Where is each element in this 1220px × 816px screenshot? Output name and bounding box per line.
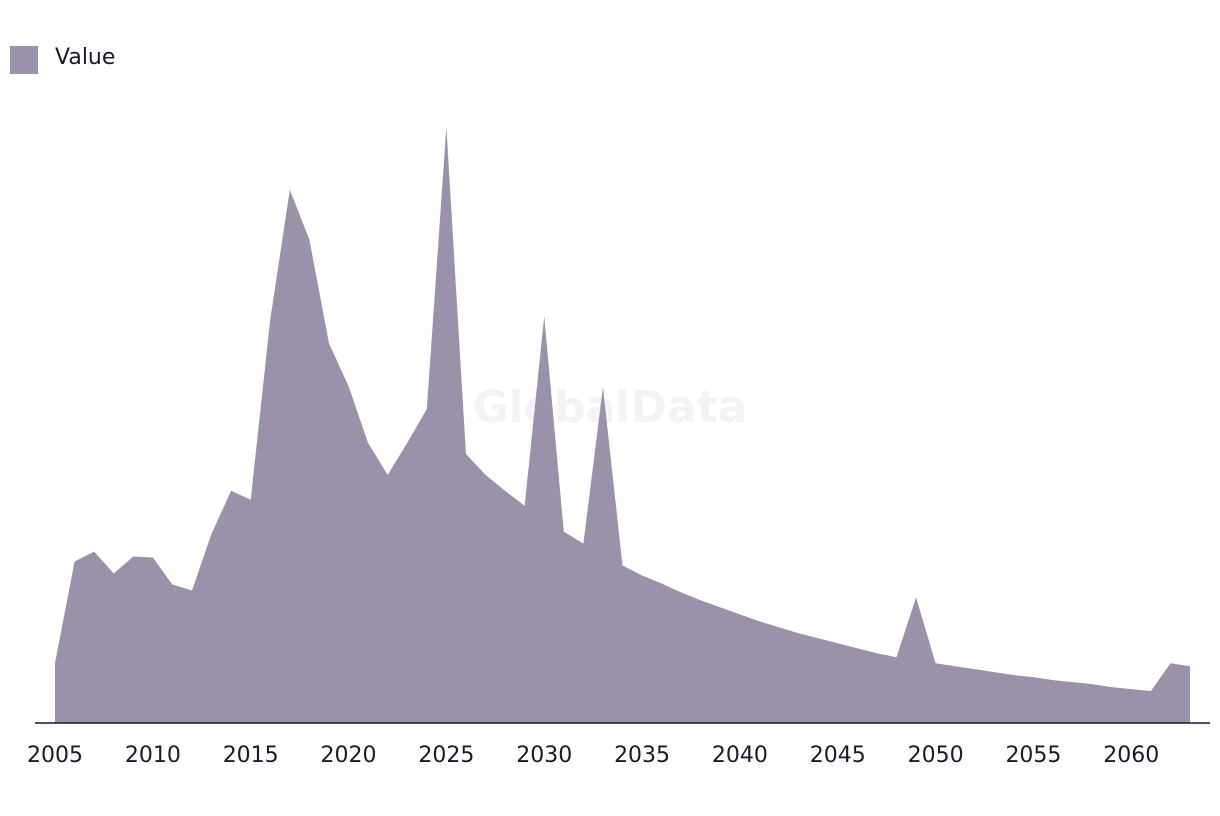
- area: [55, 126, 1190, 723]
- x-tick-label: 2025: [418, 743, 474, 768]
- x-tick-label: 2060: [1103, 743, 1159, 768]
- x-tick-label: 2005: [27, 743, 83, 768]
- x-tick-label: 2015: [223, 743, 279, 768]
- x-tick-label: 2010: [125, 743, 181, 768]
- x-tick-label: 2030: [516, 743, 572, 768]
- x-tick-label: 2035: [614, 743, 670, 768]
- x-tick-label: 2050: [908, 743, 964, 768]
- x-tick-label: 2045: [810, 743, 866, 768]
- x-tick-label: 2020: [321, 743, 377, 768]
- x-tick-label: 2055: [1005, 743, 1061, 768]
- legend-label: Value: [55, 45, 115, 70]
- legend-swatch: [10, 46, 38, 74]
- watermark: GlobalData: [473, 382, 748, 433]
- x-tick-label: 2040: [712, 743, 768, 768]
